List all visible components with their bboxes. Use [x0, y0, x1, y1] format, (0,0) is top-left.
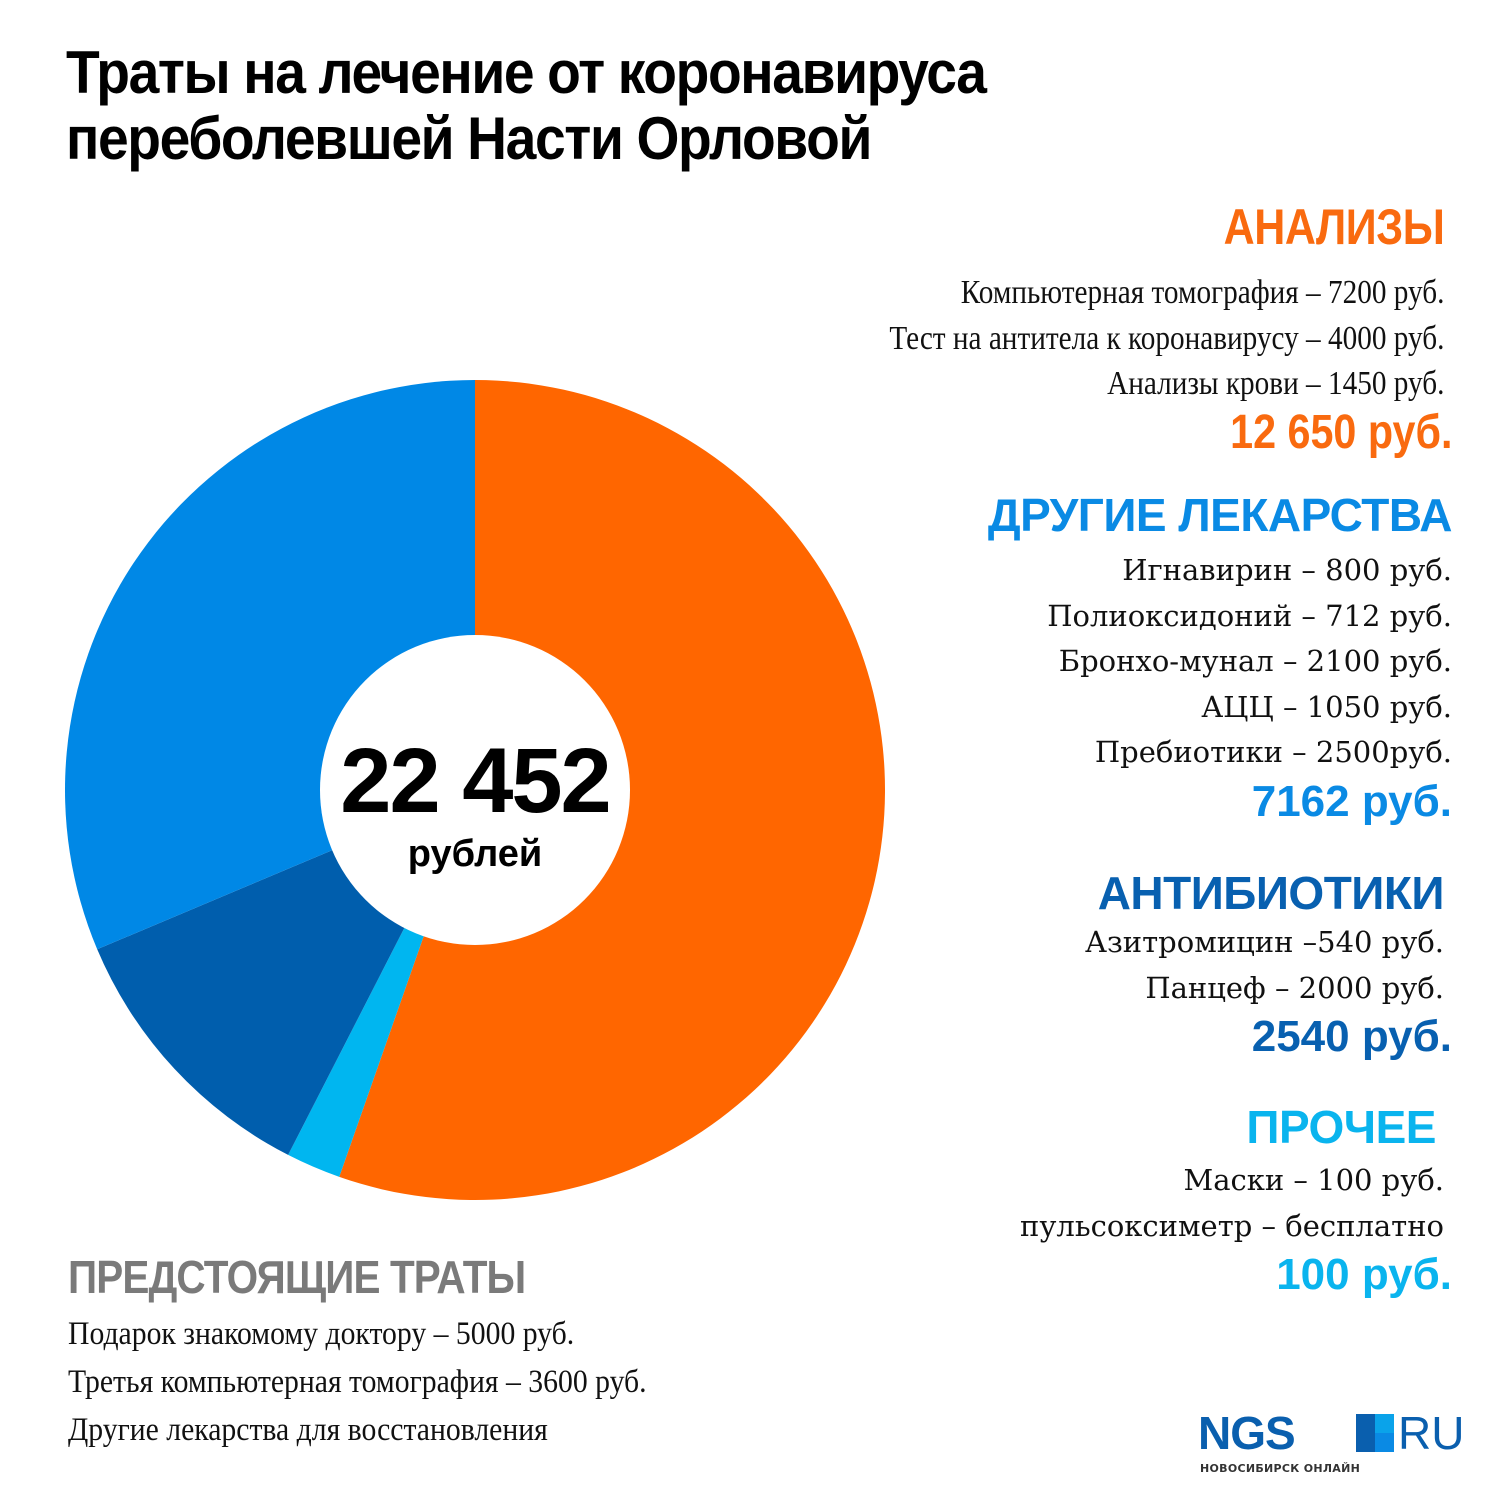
future-item: Подарок знакомому доктору – 5000 руб. — [68, 1316, 575, 1352]
category-item: Компьютерная томография – 7200 руб. — [960, 274, 1444, 311]
ngs-logo[interactable]: NGS RU НОВОСИБИРСК ОНЛАЙН — [1198, 1407, 1464, 1475]
category-total: 7162 руб. — [1251, 776, 1452, 826]
future-item: Другие лекарства для восстановления — [68, 1412, 548, 1448]
category-item: Игнавирин – 800 руб. — [1122, 553, 1452, 587]
category-total: 2540 руб. — [1251, 1012, 1452, 1061]
title-line-1: Траты на лечение от коронавируса — [66, 39, 987, 106]
category-item: Тест на антитела к коронавирусу – 4000 р… — [888, 319, 1444, 357]
category-analyses: АНАЛИЗЫ Компьютерная томография – 7200 р… — [799, 199, 1452, 459]
category-other: ПРОЧЕЕ Маски – 100 руб. пульсоксиметр – … — [1020, 1100, 1452, 1301]
category-item: Панцеф – 2000 руб. — [1145, 970, 1444, 1005]
logo-domain: RU — [1398, 1407, 1465, 1459]
category-antibiotics: АНТИБИОТИКИ Азитромицин –540 руб. Панцеф… — [1085, 866, 1452, 1063]
category-heading: ДРУГИЕ ЛЕКАРСТВА — [987, 489, 1453, 541]
category-item: Анализы крови – 1450 руб. — [1106, 365, 1444, 402]
category-item: пульсоксиметр – бесплатно — [1020, 1208, 1444, 1243]
logo-brand: NGS — [1198, 1407, 1296, 1459]
center-total-unit: рублей — [408, 833, 543, 875]
category-other-drugs: ДРУГИЕ ЛЕКАРСТВА Игнавирин – 800 руб. По… — [987, 488, 1453, 828]
category-heading: ПРОЧЕЕ — [1246, 1101, 1436, 1153]
title-line-2: переболевшей Насти Орловой — [66, 105, 872, 172]
category-item: Пребиотики – 2500руб. — [1094, 735, 1452, 769]
category-heading: АНАЛИЗЫ — [1223, 199, 1444, 255]
category-total: 12 650 руб. — [1229, 405, 1452, 459]
future-heading: ПРЕДСТОЯЩИЕ ТРАТЫ — [68, 1251, 526, 1303]
category-heading: АНТИБИОТИКИ — [1097, 867, 1445, 919]
future-spending: ПРЕДСТОЯЩИЕ ТРАТЫ Подарок знакомому докт… — [68, 1250, 711, 1454]
logo-subtitle: НОВОСИБИРСК ОНЛАЙН — [1200, 1462, 1361, 1475]
category-item: Полиоксидоний – 712 руб. — [1047, 598, 1452, 633]
category-item: Азитромицин –540 руб. — [1085, 925, 1444, 959]
category-total: 100 руб. — [1276, 1250, 1452, 1299]
category-item: Маски – 100 руб. — [1183, 1163, 1445, 1197]
page-title: Траты на лечение от коронавируса перебол… — [66, 40, 1170, 172]
category-item: Бронхо-мунал – 2100 руб. — [1058, 644, 1452, 678]
center-total-value: 22 452 — [340, 730, 609, 832]
category-item: АЦЦ – 1050 руб. — [1201, 689, 1452, 724]
logo-squares-icon — [1356, 1414, 1394, 1452]
donut-hole — [320, 635, 630, 945]
future-item: Третья компьютерная томография – 3600 ру… — [68, 1364, 647, 1400]
